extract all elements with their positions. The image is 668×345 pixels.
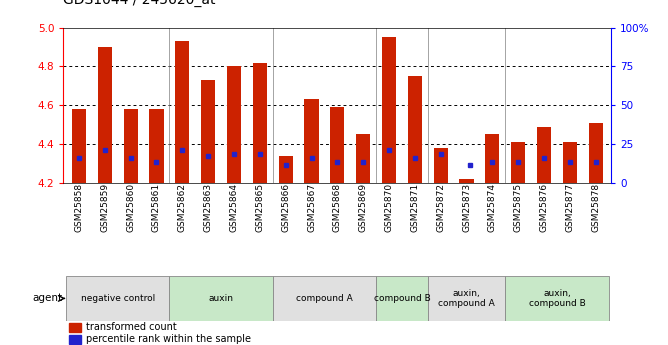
Bar: [537, 127, 551, 183]
Bar: [460, 179, 474, 183]
Text: GSM25863: GSM25863: [204, 183, 212, 232]
Text: GSM25868: GSM25868: [333, 183, 342, 232]
Text: auxin: auxin: [208, 294, 234, 303]
Text: GSM25858: GSM25858: [74, 183, 84, 232]
Bar: [175, 41, 190, 183]
Bar: [66, 276, 170, 321]
Text: GSM25865: GSM25865: [255, 183, 265, 232]
Text: GSM25876: GSM25876: [540, 183, 548, 232]
Bar: [150, 109, 164, 183]
Text: agent: agent: [33, 294, 63, 303]
Bar: [124, 109, 138, 183]
Text: GSM25874: GSM25874: [488, 183, 497, 232]
Bar: [98, 47, 112, 183]
Text: GSM25873: GSM25873: [462, 183, 471, 232]
Bar: [72, 109, 86, 183]
Text: GDS1044 / 245620_at: GDS1044 / 245620_at: [63, 0, 216, 7]
Text: transformed count: transformed count: [86, 322, 177, 332]
Bar: [330, 107, 345, 183]
Bar: [69, 323, 81, 332]
Bar: [201, 80, 215, 183]
Text: percentile rank within the sample: percentile rank within the sample: [86, 334, 251, 344]
Text: GSM25859: GSM25859: [100, 183, 110, 232]
Bar: [170, 276, 273, 321]
Bar: [376, 276, 428, 321]
Text: GSM25862: GSM25862: [178, 183, 187, 232]
Bar: [505, 276, 609, 321]
Bar: [407, 76, 422, 183]
Bar: [434, 148, 448, 183]
Bar: [273, 276, 376, 321]
Bar: [511, 142, 525, 183]
Text: GSM25866: GSM25866: [281, 183, 290, 232]
Text: GSM25869: GSM25869: [359, 183, 367, 232]
Text: GSM25864: GSM25864: [230, 183, 238, 232]
Text: compound A: compound A: [296, 294, 353, 303]
Bar: [589, 123, 603, 183]
Bar: [279, 156, 293, 183]
Bar: [227, 66, 241, 183]
Bar: [305, 99, 319, 183]
Text: GSM25867: GSM25867: [307, 183, 316, 232]
Bar: [562, 142, 577, 183]
Text: auxin,
compound A: auxin, compound A: [438, 289, 495, 308]
Bar: [356, 134, 370, 183]
Text: GSM25878: GSM25878: [591, 183, 601, 232]
Text: GSM25860: GSM25860: [126, 183, 135, 232]
Text: GSM25875: GSM25875: [514, 183, 522, 232]
Text: auxin,
compound B: auxin, compound B: [528, 289, 585, 308]
Bar: [382, 37, 396, 183]
Text: GSM25871: GSM25871: [410, 183, 420, 232]
Text: GSM25861: GSM25861: [152, 183, 161, 232]
Text: GSM25877: GSM25877: [565, 183, 574, 232]
Text: negative control: negative control: [81, 294, 155, 303]
Text: compound B: compound B: [373, 294, 430, 303]
Bar: [253, 62, 267, 183]
Bar: [69, 335, 81, 344]
Text: GSM25872: GSM25872: [436, 183, 445, 232]
Bar: [428, 276, 505, 321]
Text: GSM25870: GSM25870: [385, 183, 393, 232]
Bar: [485, 134, 500, 183]
